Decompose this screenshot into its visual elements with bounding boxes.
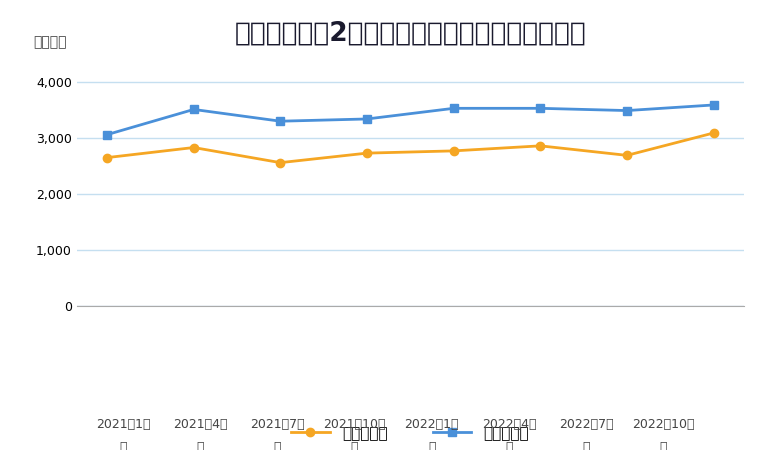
Text: ～: ～ <box>582 441 590 450</box>
Text: 2022年10月: 2022年10月 <box>632 418 695 432</box>
Text: （万円）: （万円） <box>33 35 67 49</box>
Text: 2021年10月: 2021年10月 <box>323 418 386 432</box>
大阪市南部 <box>276 160 285 165</box>
Legend: 大阪市南部, 大阪市北部: 大阪市南部, 大阪市北部 <box>285 419 535 447</box>
大阪市南部 <box>622 153 631 158</box>
Line: 大阪市南部: 大阪市南部 <box>103 129 718 167</box>
大阪市北部 <box>276 118 285 124</box>
Text: ～: ～ <box>119 441 127 450</box>
大阪市南部 <box>189 145 199 150</box>
Text: 2021年1月: 2021年1月 <box>96 418 150 432</box>
Text: ～: ～ <box>660 441 667 450</box>
大阪市北部 <box>709 102 718 108</box>
Text: ～: ～ <box>196 441 204 450</box>
Text: 2022年4月: 2022年4月 <box>482 418 536 432</box>
大阪市北部 <box>535 106 545 111</box>
Text: ～: ～ <box>351 441 358 450</box>
Text: 2022年7月: 2022年7月 <box>559 418 614 432</box>
大阪市南部 <box>103 155 112 160</box>
Text: 2021年4月: 2021年4月 <box>173 418 227 432</box>
大阪市南部 <box>535 143 545 148</box>
大阪市北部 <box>622 108 631 113</box>
大阪市南部 <box>363 150 372 156</box>
Text: 2022年1月: 2022年1月 <box>404 418 459 432</box>
Text: 2021年7月: 2021年7月 <box>250 418 304 432</box>
大阪市南部 <box>709 130 718 135</box>
Text: ～: ～ <box>428 441 436 450</box>
大阪市南部 <box>449 148 458 153</box>
大阪市北部 <box>363 116 372 122</box>
大阪市北部 <box>103 132 112 137</box>
Title: 大阪市の直近2年間のマンション売却価格の推移: 大阪市の直近2年間のマンション売却価格の推移 <box>235 20 586 46</box>
Text: ～: ～ <box>505 441 512 450</box>
大阪市北部 <box>449 106 458 111</box>
Line: 大阪市北部: 大阪市北部 <box>103 101 718 139</box>
大阪市北部 <box>189 107 199 112</box>
Text: ～: ～ <box>274 441 281 450</box>
